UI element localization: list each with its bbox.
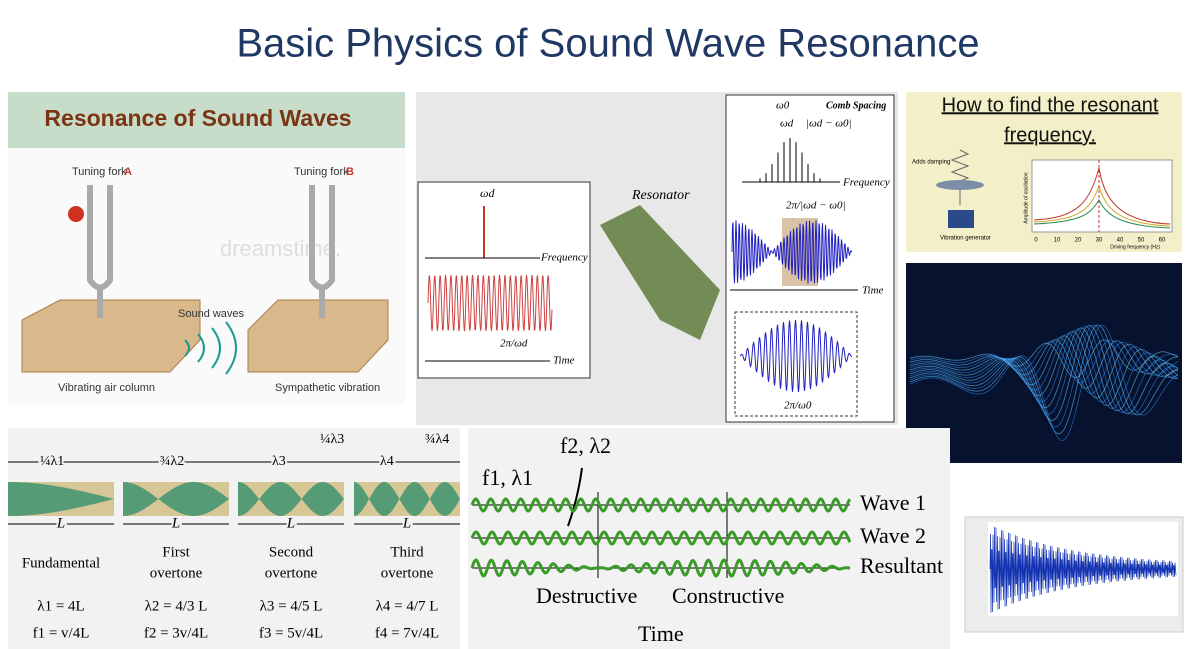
generator — [948, 210, 974, 228]
slide: Basic Physics of Sound Wave Resonance Re… — [0, 0, 1186, 649]
panel-heading: Resonance of Sound Waves — [44, 105, 351, 131]
mallet — [68, 206, 84, 222]
panel-heading: How to find the resonant — [942, 94, 1159, 116]
wavelength: λ2 = 4/3 L — [145, 598, 208, 614]
mode-name: First — [162, 544, 190, 560]
label: ω0 — [776, 100, 790, 112]
length-label: L — [402, 515, 411, 531]
dim-label: λ3 — [272, 454, 286, 469]
axis-label: Driving frequency (Hz) — [1110, 244, 1160, 250]
slide-title: Basic Physics of Sound Wave Resonance — [236, 22, 979, 66]
length-label: L — [56, 515, 65, 531]
resonator-panel: ωd Frequency 2π/ωd Time Resonator ω0 Com… — [416, 92, 898, 425]
dim-label: λ4 — [380, 454, 394, 469]
plate — [936, 180, 984, 190]
label: Wave 2 — [860, 523, 926, 548]
tick-label: 20 — [1075, 238, 1082, 244]
mode-name: Third — [390, 544, 424, 560]
label: Wave 1 — [860, 490, 926, 515]
label: ωd — [480, 186, 495, 200]
label: f1, λ1 — [482, 465, 533, 490]
mode-name: Second — [269, 544, 314, 560]
label: f2, λ2 — [560, 433, 611, 458]
fork-letter: B — [346, 166, 354, 178]
tick-label: 30 — [1096, 238, 1103, 244]
label: Resonator — [631, 188, 690, 203]
label: Comb Spacing — [826, 100, 886, 111]
tick-label: 40 — [1117, 238, 1124, 244]
mode-name: overtone — [265, 565, 318, 581]
label: 2π/ω0 — [784, 400, 812, 412]
right-box — [248, 300, 388, 372]
label: Constructive — [672, 583, 784, 608]
axis-label: Frequency — [842, 177, 890, 189]
caption: Vibrating air column — [58, 382, 155, 394]
length-label: L — [171, 515, 180, 531]
dim-label: ¾λ2 — [160, 454, 184, 469]
left-box — [22, 300, 200, 372]
forks-panel: Resonance of Sound Waves Tuning fork A T… — [8, 92, 405, 405]
panel-heading: frequency. — [1004, 124, 1096, 146]
label: ωd — [780, 118, 794, 130]
label: 2π/|ωd − ω0| — [786, 200, 846, 212]
dim-label: ¼λ1 — [40, 454, 64, 469]
watermark: dreamstime. — [220, 236, 341, 261]
caption: Sympathetic vibration — [275, 382, 380, 394]
axis-label: Time — [862, 285, 884, 297]
axis-label: Amplitude of oscillation — [1023, 172, 1029, 223]
tubes-panel: L Fundamental λ1 = 4L f1 = v/4L L First overto… — [8, 428, 460, 649]
mode-name: overtone — [381, 565, 434, 581]
label: Destructive — [536, 583, 637, 608]
axis-label: Time — [553, 355, 575, 367]
interference-panel: f2, λ2 f1, λ1 Wave 1 Wave 2 Resultant De… — [468, 428, 950, 649]
plot-area — [1032, 160, 1172, 232]
tick-label: 50 — [1138, 238, 1145, 244]
wavelength: λ3 = 4/5 L — [260, 598, 323, 614]
label: Adds damping — [912, 160, 950, 166]
frequency: f4 = 7v/4L — [375, 625, 439, 641]
frequency: f2 = 3v/4L — [144, 625, 208, 641]
label: |ωd − ω0| — [806, 118, 852, 130]
mode-name: Fundamental — [22, 555, 100, 571]
find-panel: How to find the resonant frequency. Adds… — [906, 92, 1182, 252]
wavelength: λ4 = 4/7 L — [376, 598, 439, 614]
caption: Sound waves — [178, 308, 245, 320]
dim-label: ¾λ4 — [425, 432, 449, 447]
dim-label: ¼λ3 — [320, 432, 344, 447]
tick-label: 60 — [1159, 238, 1166, 244]
axis-label: Frequency — [540, 252, 588, 264]
mode-name: overtone — [150, 565, 203, 581]
fork-label: Tuning fork — [294, 166, 349, 178]
tick-label: 10 — [1054, 238, 1061, 244]
frequency: f3 = 5v/4L — [259, 625, 323, 641]
label: 2π/ωd — [500, 338, 528, 350]
label: Time — [638, 621, 684, 646]
wavelength: λ1 = 4L — [37, 598, 84, 614]
fork-letter: A — [124, 166, 132, 178]
label: Vibration generator — [940, 236, 991, 242]
length-label: L — [286, 515, 295, 531]
frequency: f1 = v/4L — [33, 625, 90, 641]
label: Resultant — [860, 553, 943, 578]
fork-label: Tuning fork — [72, 166, 127, 178]
